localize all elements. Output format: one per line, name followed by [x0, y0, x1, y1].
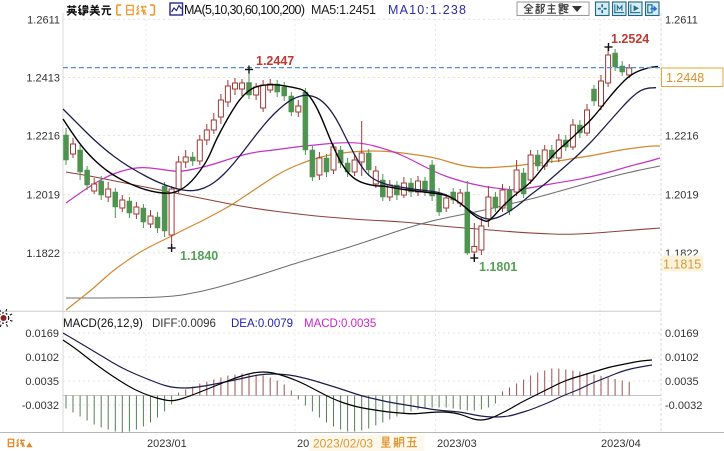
svg-text:MA10:1.238: MA10:1.238 [388, 3, 466, 17]
svg-text:1.2524: 1.2524 [611, 32, 649, 46]
svg-text:MACD(26,12,9): MACD(26,12,9) [63, 318, 143, 330]
svg-text:2023/04: 2023/04 [601, 438, 641, 450]
svg-text:-0.0032: -0.0032 [22, 400, 59, 412]
svg-text:0.0035: 0.0035 [25, 376, 59, 388]
svg-text:0.0102: 0.0102 [25, 352, 59, 364]
svg-text:1.2611: 1.2611 [665, 14, 698, 26]
svg-text:DIFF:0.0096: DIFF:0.0096 [152, 318, 216, 330]
svg-text:2023/01: 2023/01 [147, 438, 187, 450]
svg-text:0.0169: 0.0169 [25, 328, 59, 340]
svg-text:0.0169: 0.0169 [665, 328, 699, 340]
svg-text:1.2448: 1.2448 [666, 71, 704, 85]
svg-text:MA(5,10,30,60,100,200): MA(5,10,30,60,100,200) [184, 3, 305, 17]
svg-text:DEA:0.0079: DEA:0.0079 [231, 318, 293, 330]
svg-text:1.2019: 1.2019 [665, 190, 699, 202]
svg-text:1.2447: 1.2447 [256, 54, 294, 68]
svg-text:1.2611: 1.2611 [27, 14, 60, 26]
svg-text:-0.0032: -0.0032 [665, 400, 702, 412]
svg-text:1.1815: 1.1815 [663, 258, 701, 272]
svg-text:1.1801: 1.1801 [479, 260, 517, 274]
svg-text:1.2216: 1.2216 [26, 131, 60, 143]
svg-text:2023/02/03: 2023/02/03 [313, 437, 373, 451]
svg-text:1.2216: 1.2216 [665, 131, 699, 143]
svg-text:1.1840: 1.1840 [180, 249, 218, 263]
svg-text:MA5:1.2451: MA5:1.2451 [311, 3, 376, 17]
svg-text:MACD:0.0035: MACD:0.0035 [304, 318, 376, 330]
svg-text:0.0102: 0.0102 [665, 352, 699, 364]
svg-text:1.2413: 1.2413 [26, 73, 60, 85]
svg-text:0.0035: 0.0035 [665, 376, 699, 388]
svg-text:1.2019: 1.2019 [26, 190, 60, 202]
svg-text:1.1822: 1.1822 [26, 248, 60, 260]
svg-text:2023/03: 2023/03 [437, 438, 477, 450]
